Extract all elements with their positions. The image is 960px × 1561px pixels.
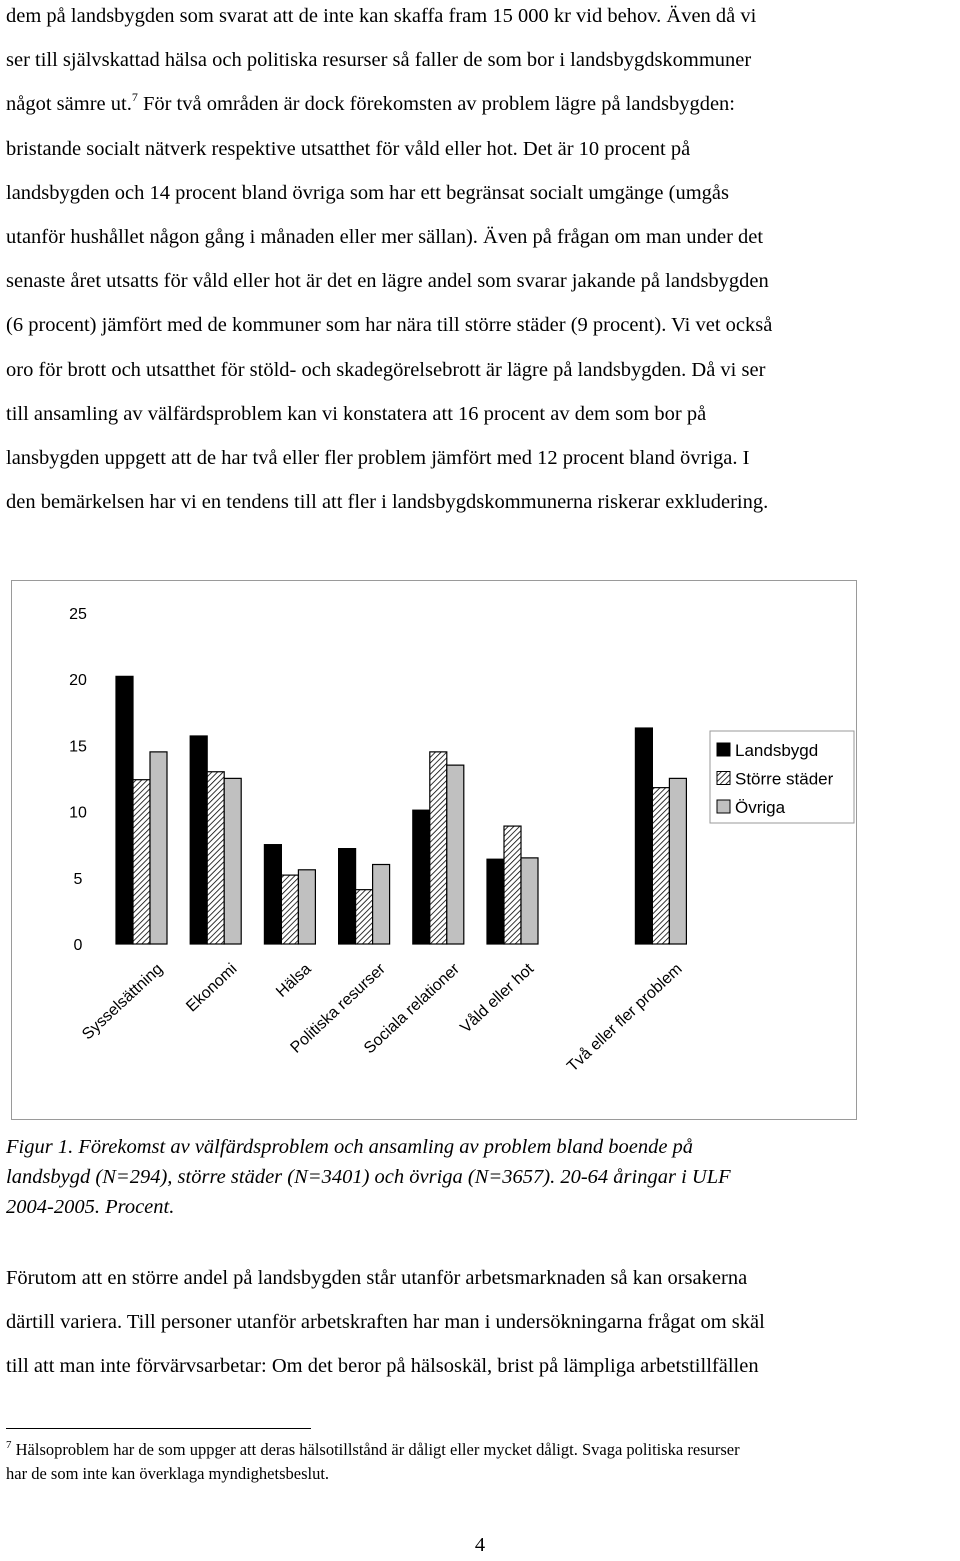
caption-line: 2004-2005. Procent. bbox=[6, 1196, 175, 1218]
footnote-ref: 7 bbox=[131, 90, 138, 105]
text-line: något sämre ut.7 För två områden är dock… bbox=[6, 82, 958, 126]
bar-landsbygd bbox=[189, 735, 208, 945]
body-paragraph-1: dem på landsbygden som svarat att de int… bbox=[6, 0, 958, 524]
y-tick-label: 25 bbox=[69, 606, 87, 623]
legend-swatch bbox=[716, 799, 731, 814]
legend-swatch bbox=[716, 771, 731, 785]
text-line: till ansamling av välfärdsproblem kan vi… bbox=[6, 402, 707, 425]
text-line: dem på landsbygden som svarat att de int… bbox=[6, 5, 757, 27]
x-tick-label: Sysselsättning bbox=[79, 960, 166, 1043]
text-segment: något sämre ut. bbox=[6, 93, 132, 116]
text-line: den bemärkelsen har vi en tendens till a… bbox=[6, 491, 769, 514]
text-line: ser till självskattad hälsa och politisk… bbox=[6, 49, 752, 72]
legend-label: Övriga bbox=[735, 798, 786, 817]
caption-line: Figur 1. Förekomst av välfärdsproblem oc… bbox=[6, 1136, 694, 1158]
text-line: utanför hushållet någon gång i månaden e… bbox=[6, 226, 764, 249]
bar-övriga bbox=[446, 764, 465, 945]
text-line: senaste året utsatts för våld eller hot … bbox=[6, 270, 769, 293]
bar-övriga bbox=[668, 777, 688, 945]
text-line: (6 procent) jämfört med de kommuner som … bbox=[6, 314, 773, 337]
bar-landsbygd bbox=[634, 727, 654, 945]
y-tick-label: 15 bbox=[69, 738, 87, 755]
footnote-line: 7 Hälsoproblem har de som uppger att der… bbox=[6, 1438, 958, 1462]
bar-övriga bbox=[520, 857, 539, 945]
footnote-marker: 7 bbox=[6, 1439, 12, 1451]
bar-större-städer bbox=[355, 889, 374, 945]
y-tick-label: 0 bbox=[74, 937, 83, 954]
x-tick-label: Ekonomi bbox=[183, 960, 240, 1015]
text-line: bristande socialt nätverk respektive uts… bbox=[6, 137, 691, 160]
bar-landsbygd bbox=[338, 848, 357, 945]
bar-landsbygd bbox=[412, 809, 431, 945]
x-tick-label: Två eller fler problem bbox=[563, 960, 685, 1076]
legend-label: Större städer bbox=[735, 770, 834, 789]
bar-landsbygd bbox=[486, 858, 505, 945]
text-line: därtill variera. Till personer utanför a… bbox=[6, 1311, 765, 1334]
bar-övriga bbox=[297, 869, 316, 945]
y-tick-label: 20 bbox=[69, 672, 87, 689]
text-line: oro för brott och utsatthet för stöld- o… bbox=[6, 358, 766, 381]
bar-landsbygd bbox=[115, 675, 134, 945]
text-segment: För två områden är dock förekomsten av p… bbox=[137, 93, 735, 116]
bar-större-städer bbox=[280, 874, 299, 945]
page-number: 4 bbox=[474, 1534, 486, 1556]
footnote-separator bbox=[6, 1428, 311, 1429]
footnote-line: har de som inte kan överklaga myndighets… bbox=[6, 1464, 330, 1483]
caption-line: landsbygd (N=294), större städer (N=3401… bbox=[6, 1166, 731, 1188]
text-line: landsbygden och 14 procent bland övriga … bbox=[6, 181, 729, 204]
bar-större-städer bbox=[429, 751, 448, 945]
body-paragraph-2: Förutom att en större andel på landsbygd… bbox=[6, 1256, 958, 1389]
x-tick-label: Våld eller hot bbox=[457, 959, 538, 1036]
x-tick-label: Hälsa bbox=[273, 960, 315, 1000]
bar-större-städer bbox=[132, 779, 151, 945]
text-line: lansbygden uppgett att de har två eller … bbox=[6, 447, 750, 470]
bar-större-städer bbox=[503, 825, 522, 945]
bar-övriga bbox=[372, 863, 391, 945]
y-tick-label: 5 bbox=[74, 871, 83, 888]
legend-box bbox=[709, 730, 855, 824]
y-tick-label: 10 bbox=[69, 805, 87, 822]
bar-landsbygd bbox=[263, 844, 282, 945]
text-line: Förutom att en större andel på landsbygd… bbox=[6, 1267, 748, 1289]
text-segment: Hälsoproblem har de som uppger att deras… bbox=[11, 1440, 740, 1459]
bar-chart-frame: 0 5 10 15 20 25 Sysselsättning Ekonomi Hälsa Poli… bbox=[11, 580, 857, 1120]
text-line: till att man inte förvärvsarbetar: Om de… bbox=[6, 1355, 759, 1378]
footnote: 7 Hälsoproblem har de som uppger att der… bbox=[6, 1438, 958, 1486]
legend-label: Landsbygd bbox=[735, 741, 818, 760]
bar-övriga bbox=[223, 777, 242, 945]
legend-swatch bbox=[716, 742, 731, 757]
figure-caption: Figur 1. Förekomst av välfärdsproblem oc… bbox=[6, 1132, 958, 1222]
bar-större-städer bbox=[206, 771, 225, 945]
bar-övriga bbox=[149, 751, 168, 945]
bar-större-städer bbox=[651, 787, 671, 945]
